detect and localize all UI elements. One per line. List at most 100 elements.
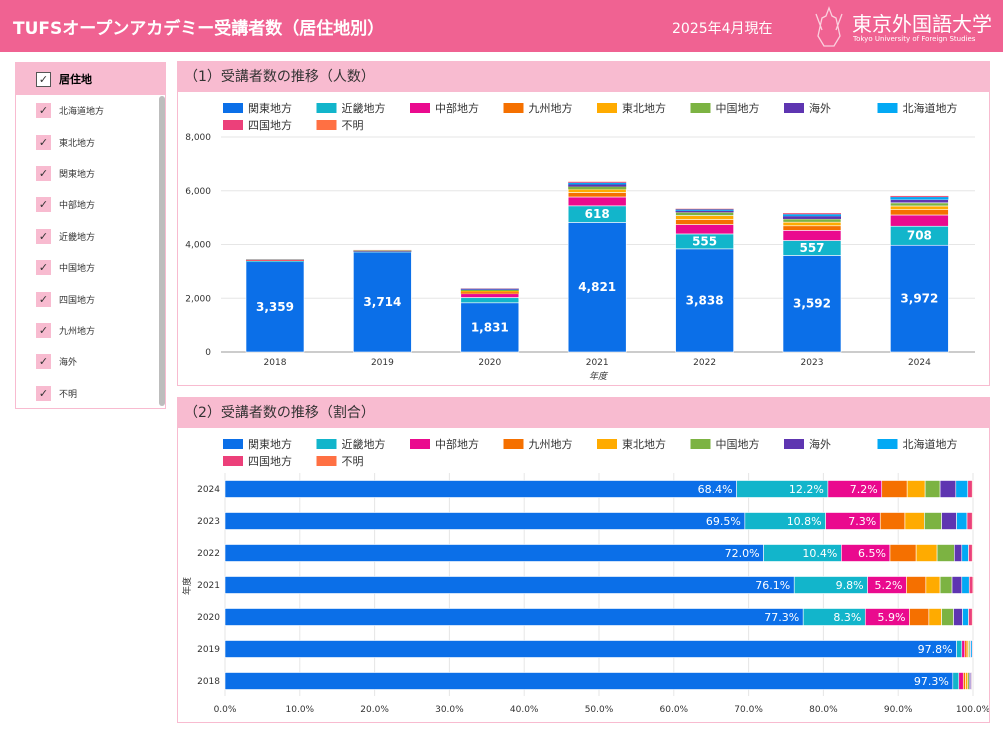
- bar-segment: [958, 672, 964, 690]
- chart-count-panel: （1）受講者数の推移（人数） 関東地方 近畿地方 中部地方 九州地方 東北地方 中国地方 海…: [177, 61, 990, 386]
- legend-swatch: [597, 439, 617, 449]
- page-title: TUFSオープンアカデミー受講者数（居住地別）: [13, 19, 385, 39]
- checkbox-checked-icon[interactable]: ✓: [36, 291, 51, 307]
- bar-segment: [224, 608, 804, 626]
- legend-swatch: [597, 103, 617, 113]
- bar-segment: [224, 480, 737, 498]
- checkbox-checked-icon[interactable]: ✓: [36, 197, 51, 213]
- bar-segment: [968, 544, 973, 562]
- header-bar: TUFSオープンアカデミー受講者数（居住地別） 2025年4月現在 東京外国語大…: [0, 0, 1003, 52]
- bar-segment: [966, 512, 973, 530]
- y-tick-label: 2,000: [185, 294, 211, 304]
- checkbox-checked-icon[interactable]: ✓: [36, 134, 51, 150]
- bar-segment: [675, 209, 734, 211]
- bar-segment: [782, 221, 842, 227]
- x-tick-label: 2018: [264, 358, 287, 368]
- checkbox-checked-icon[interactable]: ✓: [36, 165, 51, 181]
- legend-swatch: [503, 439, 524, 449]
- checkbox-checked-icon[interactable]: ✓: [36, 322, 51, 338]
- filter-item[interactable]: ✓ 九州地方: [16, 315, 165, 346]
- filter-select-all[interactable]: ✓ 居住地: [16, 63, 165, 95]
- bar-segment: [952, 672, 960, 690]
- data-label: 5.2%: [874, 579, 902, 592]
- bar-segment: [971, 544, 974, 562]
- bar-segment: [971, 480, 974, 498]
- check-icon[interactable]: ✓: [36, 71, 51, 87]
- checkbox-checked-icon[interactable]: ✓: [36, 260, 51, 276]
- bar-segment: [961, 576, 970, 594]
- bar-segment: [961, 640, 966, 658]
- checkbox-checked-icon[interactable]: ✓: [36, 385, 51, 401]
- data-label: 3,972: [900, 292, 938, 306]
- bar-segment: [924, 512, 942, 530]
- x-tick-label: 0.0%: [214, 705, 237, 715]
- y-tick-label: 2023: [197, 517, 220, 527]
- data-label: 12.2%: [789, 483, 824, 496]
- checkbox-checked-icon[interactable]: ✓: [36, 103, 51, 119]
- bar-segment: [971, 640, 974, 658]
- filter-item[interactable]: ✓ 不明: [16, 378, 165, 409]
- legend-label: 関東地方: [248, 437, 292, 451]
- x-tick-label: 2021: [586, 358, 609, 368]
- legend-label: 近畿地方: [342, 101, 386, 115]
- filter-item[interactable]: ✓ 近畿地方: [16, 221, 165, 252]
- bar-segment: [968, 576, 974, 594]
- bar-segment: [224, 576, 795, 594]
- x-tick-label: 20.0%: [360, 705, 389, 715]
- data-label: 3,714: [363, 295, 401, 309]
- filter-item[interactable]: ✓ 海外: [16, 346, 165, 377]
- bar-segment: [782, 225, 842, 231]
- bar-segment: [245, 261, 305, 353]
- data-label: 76.1%: [755, 579, 790, 592]
- filter-item[interactable]: ✓ 関東地方: [16, 158, 165, 189]
- bar-segment: [953, 544, 963, 562]
- chart-title: （2）受講者数の推移（割合）: [178, 398, 989, 428]
- filter-item[interactable]: ✓ 四国地方: [16, 283, 165, 314]
- legend-swatch: [316, 456, 337, 466]
- legend-label: 東北地方: [622, 437, 666, 451]
- legend-label: 九州地方: [529, 437, 573, 451]
- x-tick-label: 2024: [908, 358, 931, 368]
- filter-item-label: 四国地方: [59, 295, 96, 306]
- x-tick-label: 10.0%: [286, 705, 315, 715]
- bar-segment: [675, 215, 734, 220]
- filter-item[interactable]: ✓ 中部地方: [16, 189, 165, 220]
- bar-segment: [961, 544, 969, 562]
- data-label: 10.4%: [802, 547, 837, 560]
- bar-segment: [567, 196, 627, 207]
- bar-segment: [890, 196, 949, 198]
- logo-text: 東京外国語大学: [852, 12, 992, 36]
- bar-segment: [953, 608, 963, 626]
- bar-segment: [971, 608, 974, 626]
- filter-item[interactable]: ✓ 北海道地方: [16, 95, 165, 126]
- bar-segment: [567, 192, 627, 198]
- checkbox-checked-icon[interactable]: ✓: [36, 354, 51, 370]
- as-of-date: 2025年4月現在: [672, 21, 773, 37]
- legend-label: 北海道地方: [903, 101, 958, 115]
- scrollbar[interactable]: [159, 96, 165, 406]
- legend-swatch: [223, 103, 243, 113]
- filter-item[interactable]: ✓ 中国地方: [16, 252, 165, 283]
- x-tick-label: 80.0%: [809, 705, 838, 715]
- legend-label: 海外: [809, 101, 831, 115]
- filter-item[interactable]: ✓ 東北地方: [16, 126, 165, 157]
- legend-swatch: [877, 103, 898, 113]
- bar-segment: [675, 210, 734, 213]
- bar-segment: [675, 224, 734, 235]
- bar-segment: [782, 255, 842, 353]
- bar-segment: [460, 289, 519, 292]
- legend-swatch: [690, 103, 711, 113]
- bar-segment: [224, 512, 746, 530]
- x-tick-label: 30.0%: [435, 705, 464, 715]
- checkbox-checked-icon[interactable]: ✓: [36, 228, 51, 244]
- bar-segment: [246, 260, 304, 261]
- x-tick-label: 70.0%: [734, 705, 763, 715]
- bar-segment: [782, 230, 842, 241]
- filter-item-label: 不明: [59, 389, 78, 400]
- chart-title: （1）受講者数の推移（人数）: [178, 62, 989, 92]
- bar-segment: [675, 212, 734, 216]
- bar-segment: [224, 672, 954, 690]
- bar-segment: [928, 608, 942, 626]
- data-label: 3,838: [686, 293, 724, 307]
